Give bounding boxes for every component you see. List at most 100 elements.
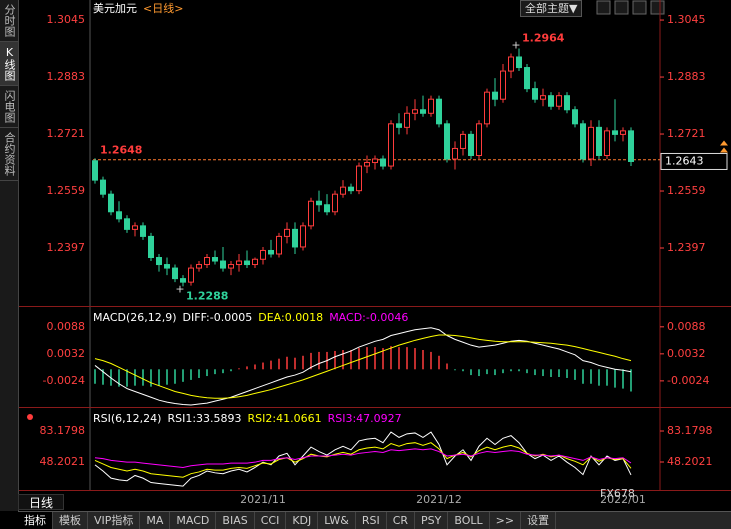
candle-body [460,133,466,149]
legend-entry: 美元加元 [93,2,137,15]
candle-body [308,200,314,227]
extreme-marker: + [511,39,520,52]
candle-body [204,257,210,266]
theme-dropdown[interactable]: 全部主题▼ [520,0,583,17]
candle-body [380,158,386,167]
sidebar-tab[interactable]: K线图 [0,42,18,86]
candle-body [292,228,298,248]
watermark: FX678 [600,487,635,500]
y-tick-label: 0.0088 [667,320,706,333]
candle-body [516,56,522,69]
legend-entry: RSI1:33.5893 [167,412,241,425]
candle-body [252,258,258,266]
candle-body [196,264,202,269]
candle-body [340,186,346,195]
candle-body [348,186,354,192]
candle-body [540,95,546,100]
candle-body [580,123,586,160]
candle-body [220,260,226,269]
candle-body [236,260,242,266]
extreme-label: 1.2964 [522,32,565,45]
candle-body [300,225,306,248]
candle-body [364,162,370,167]
candle-body [492,91,498,100]
y-tick-label: 1.3045 [47,13,86,26]
candle-body [148,235,154,259]
reference-label: 1.2648 [100,144,142,157]
y-tick-label: 83.1798 [667,424,713,437]
candle-body [484,91,490,125]
candle-body [212,257,218,262]
legend-entry: MACD:-0.0046 [329,311,408,324]
candle-body [388,123,394,167]
last-price-arrow [720,140,728,153]
indicator-tab[interactable]: RSI [356,512,387,529]
y-tick-label: 0.0088 [47,320,86,333]
candle-body [508,56,514,72]
indicator-icon [27,414,33,420]
candle-body [180,278,186,283]
indicator-tab[interactable]: VIP指标 [88,512,141,529]
candle-body [404,112,410,128]
toolbar-icon [596,0,611,15]
candle-body [116,211,122,220]
legend-entry: RSI2:41.0661 [248,412,322,425]
indicator-tab[interactable]: PSY [415,512,449,529]
y-tick-label: 1.2397 [667,241,706,254]
y-tick-label: 1.2397 [47,241,86,254]
candle-body [188,267,194,283]
candle-body [500,70,506,100]
toolbar-icon [650,0,665,15]
line-series [94,448,632,469]
y-tick-label: 0.0032 [47,347,86,360]
last-price-label: 1.2643 [665,154,704,167]
candle-body [276,235,282,255]
indicator-tab[interactable]: 设置 [521,512,557,529]
sidebar-tab[interactable]: 闪电图 [0,86,18,128]
candle-body [108,193,114,213]
indicator-tab[interactable]: LW& [318,512,356,529]
candle-body [140,225,146,237]
indicator-tab[interactable]: KDJ [286,512,319,529]
candle-body [532,88,538,100]
indicator-tab[interactable]: BOLL [448,512,490,529]
indicator-tab[interactable]: MA [140,512,171,529]
toolbar-icon [614,0,629,15]
y-tick-label: 1.2559 [47,184,86,197]
y-tick-label: 1.2721 [667,127,706,140]
indicator-tab[interactable]: 指标 [18,512,53,529]
indicator-tab[interactable]: 模板 [53,512,88,529]
toolbar-icon [632,0,647,15]
candle-body [356,165,362,192]
sidebar-tab[interactable]: 合约资料 [0,128,18,181]
indicator-tab[interactable]: MACD [170,512,217,529]
candle-body [604,130,610,156]
sidebar-tab[interactable]: 分时图 [0,0,18,42]
y-tick-label: 0.0032 [667,347,706,360]
candle-body [172,267,178,280]
candle-body [268,249,274,255]
period-label: 日线 [18,494,64,510]
candle-body [372,158,378,164]
legend-entry: RSI(6,12,24) [93,412,161,425]
legend-entry: RSI3:47.0927 [328,412,402,425]
legend-entry: DEA:0.0018 [258,311,323,324]
extreme-label: 1.2288 [186,289,228,302]
y-tick-label: 1.2559 [667,184,706,197]
candle-body [92,160,98,181]
candle-body [436,98,442,125]
candle-body [244,260,250,266]
line-series [94,442,632,478]
x-tick-label: 2021/11 [240,493,286,506]
extreme-marker: + [175,282,184,295]
indicator-tab[interactable]: CR [387,512,416,529]
y-tick-label: 48.2021 [667,455,713,468]
indicator-tab[interactable]: CCI [255,512,287,529]
indicator-tab[interactable]: >> [490,512,522,529]
y-tick-label: 1.2721 [47,127,86,140]
legend-entry: MACD(26,12,9) [93,311,177,324]
indicator-tab[interactable]: BIAS [216,512,255,529]
candle-body [564,95,570,111]
